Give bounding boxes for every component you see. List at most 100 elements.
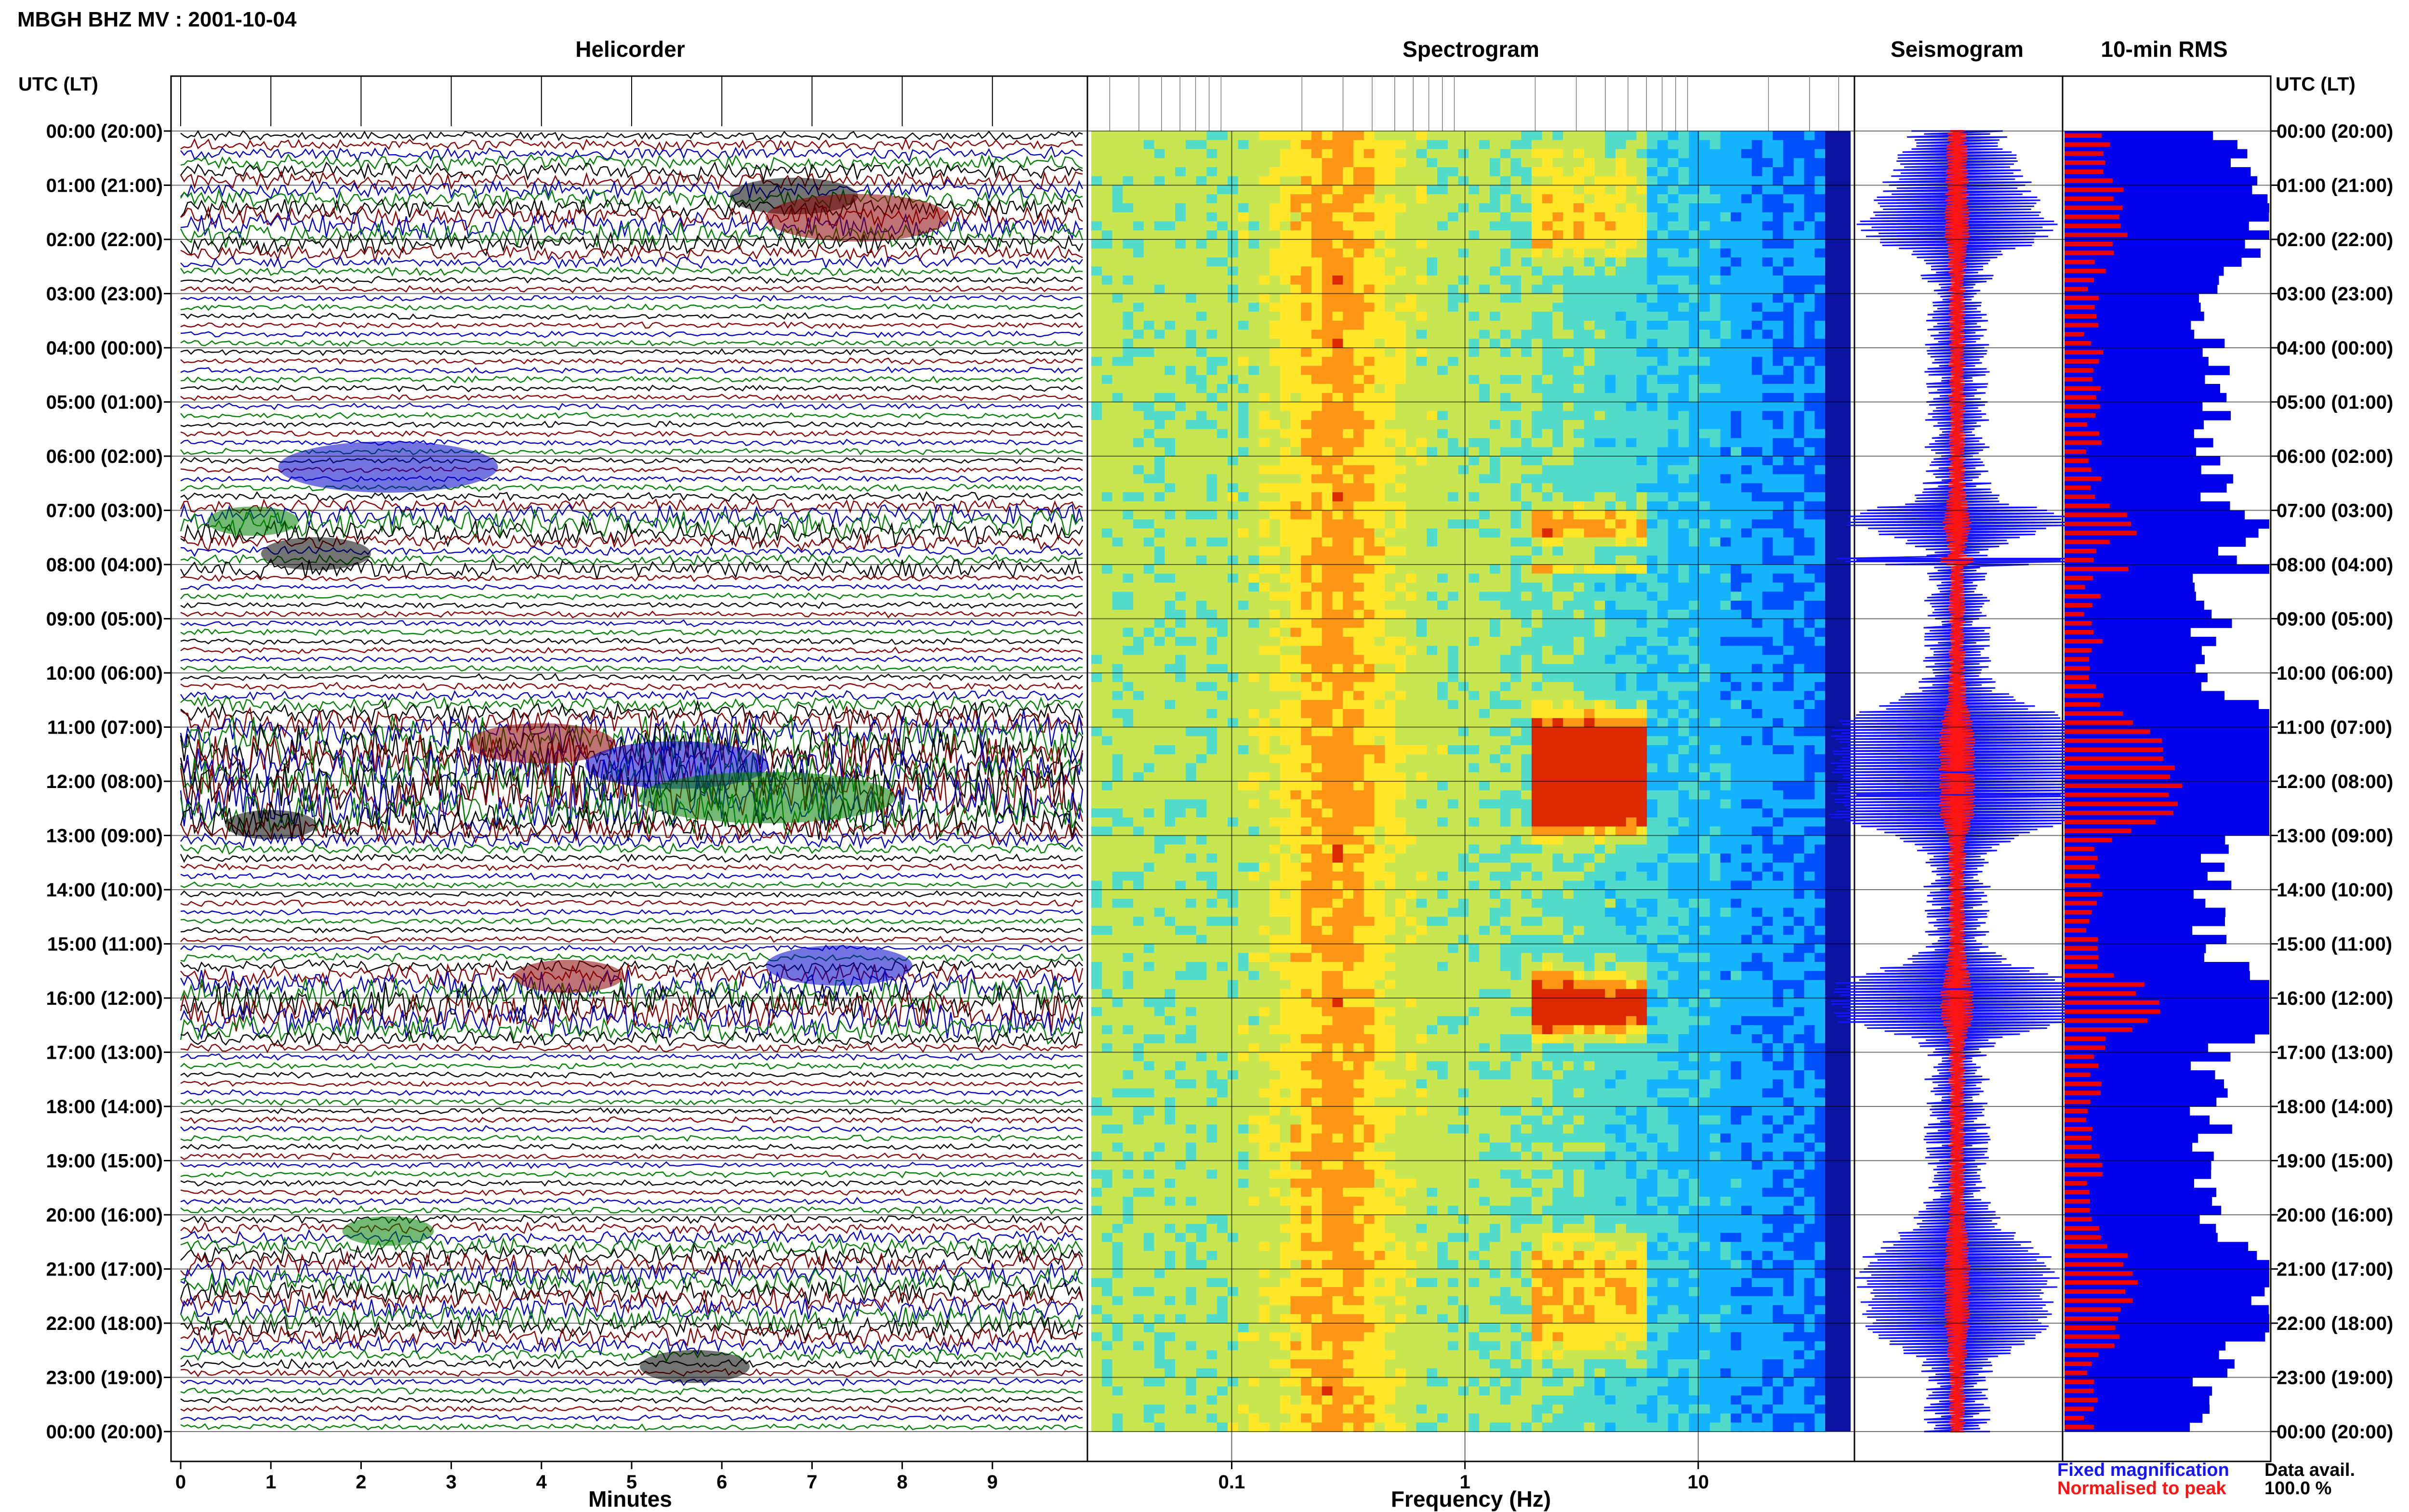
spectrogram-cell [1248,673,1259,683]
spectrogram-cell [1689,375,1700,384]
spectrogram-cell [1427,203,1438,213]
spectrogram-cell [1196,582,1207,592]
spectrogram-cell [1154,609,1165,619]
spectrogram-cell [1175,474,1186,484]
spectrogram-cell [1793,339,1805,348]
spectrogram-cell [1458,745,1469,755]
spectrogram-cell [1395,221,1406,231]
spectrogram-cell [1206,266,1218,276]
spectrogram-cell [1416,284,1428,294]
spectrogram-cell [1196,673,1207,683]
spectrogram-cell [1196,194,1207,204]
spectrogram-cell [1227,546,1239,556]
spectrogram-cell [1259,537,1270,547]
spectrogram-cell [1196,465,1207,475]
spectrogram-cell [1500,745,1511,755]
spectrogram-cell [1573,194,1585,204]
spectrogram-cell [1248,320,1259,330]
spectrogram-cell [1762,618,1774,629]
spectrogram-cell [1227,140,1239,150]
spectrogram-cell [1154,465,1165,475]
spectrogram-cell [1196,203,1207,213]
spectrogram-cell [1416,185,1428,195]
spectrogram-cell [1353,284,1364,294]
spectrogram-cell [1416,411,1428,421]
spectrogram-cell [1521,312,1532,321]
spectrogram-cell [1531,248,1543,258]
spectrogram-cell [1311,592,1323,601]
spectrogram-cell [1290,393,1301,403]
spectrogram-cell [1447,592,1459,601]
spectrogram-cell [1206,573,1218,583]
spectrogram-cell [1206,384,1218,394]
spectrogram-cell [1395,700,1406,710]
spectrogram-cell [1479,131,1490,141]
spectrogram-cell [1594,718,1606,728]
spectrogram-cell [1521,673,1532,683]
spectrogram-cell [1154,565,1165,574]
spectrogram-cell [1699,537,1710,547]
spectrogram-cell [1374,212,1386,222]
spectrogram-cell [1636,293,1648,303]
spectrogram-cell [1123,565,1134,574]
spectrogram-cell [1720,194,1732,204]
spectrogram-cell [1112,655,1124,665]
spectrogram-cell [1552,519,1563,529]
helicorder-burst [278,441,498,493]
spectrogram-cell [1133,519,1144,529]
spectrogram-cell [1773,727,1784,737]
spectrogram-cell [1269,329,1281,340]
spectrogram-cell [1563,149,1574,159]
spectrogram-cell [1165,239,1176,249]
spectrogram-cell [1311,212,1323,222]
spectrogram-cell [1489,384,1501,394]
spectrogram-cell [1238,320,1249,330]
spectrogram-cell [1521,221,1532,231]
spectrogram-cell [1678,483,1690,493]
helicorder-trace [180,402,1083,411]
spectrogram-cell [1374,257,1386,267]
spectrogram-cell [1165,194,1176,204]
spectrogram-cell [1521,248,1532,258]
spectrogram-cell [1731,221,1742,231]
spectrogram-cell [1709,637,1721,646]
spectrogram-cell [1259,284,1270,294]
spectrogram-cell [1762,230,1774,240]
spectrogram-cell [1636,131,1648,141]
spectrogram-cell [1626,492,1637,502]
spectrogram-cell [1521,293,1532,303]
spectrogram-cell [1238,645,1249,656]
spectrogram-cell [1206,212,1218,222]
spectrogram-cell [1500,510,1511,520]
helicorder-trace [180,145,1083,163]
helicorder-trace [180,1221,1083,1235]
spectrogram-cell [1363,492,1375,502]
spectrogram-cell [1531,420,1543,430]
spectrogram-cell [1563,727,1574,737]
spectrogram-cell [1678,293,1690,303]
spectrogram-cell [1154,601,1165,610]
spectrogram-cell [1363,601,1375,610]
spectrogram-cell [1542,230,1553,240]
spectrogram-cell [1489,158,1501,168]
spectrogram-cell [1814,447,1826,457]
spectrogram-cell [1458,366,1469,376]
spectrogram-cell [1699,266,1710,276]
spectrogram-cell [1269,248,1281,258]
spectrogram-cell [1416,239,1428,249]
spectrogram-cell [1259,664,1270,673]
spectrogram-cell [1657,302,1668,312]
spectrogram-cell [1363,709,1375,719]
spectrogram-cell [1531,447,1543,457]
spectrogram-cell [1657,356,1668,367]
spectrogram-cell [1123,510,1134,520]
spectrogram-cell [1301,266,1312,276]
spectrogram-cell [1353,565,1364,574]
spectrogram-cell [1175,239,1186,249]
spectrogram-cell [1678,645,1690,656]
spectrogram-cell [1615,158,1627,168]
spectrogram-cell [1479,709,1490,719]
spectrogram-cell [1741,293,1752,303]
spectrogram-cell [1217,420,1228,430]
spectrogram-cell [1531,519,1543,529]
